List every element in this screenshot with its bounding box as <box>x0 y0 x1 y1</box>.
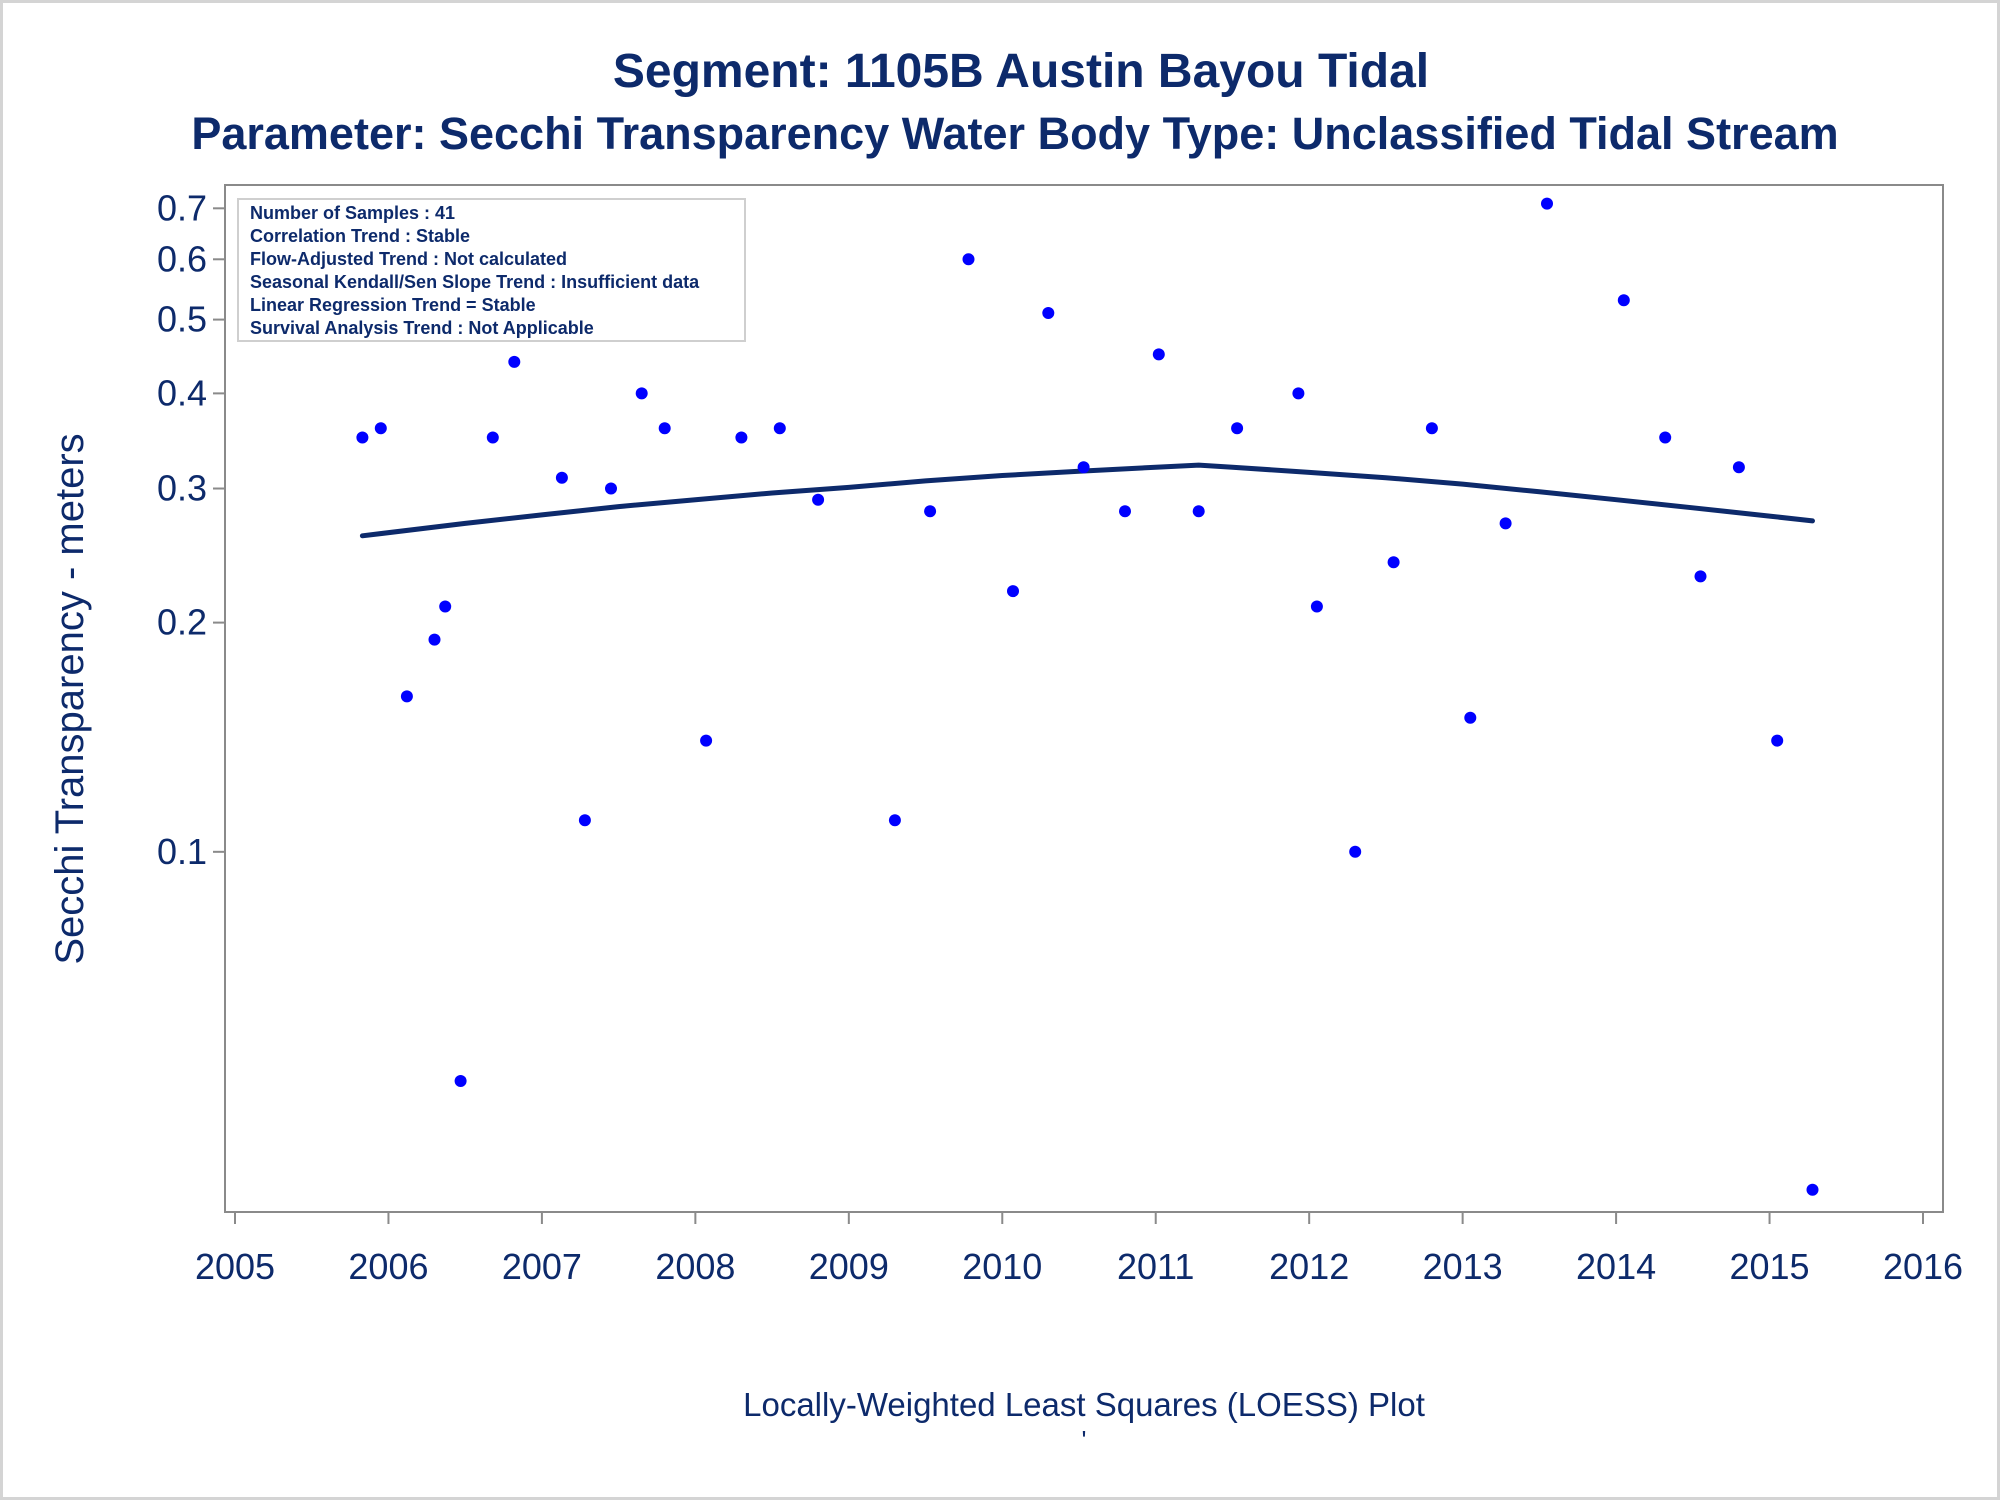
data-point <box>1349 845 1362 858</box>
data-point <box>1464 711 1477 724</box>
loess-curve-layer <box>359 462 1815 539</box>
y-tick-label: 0.7 <box>157 187 207 228</box>
x-tick-label: 2016 <box>1883 1246 1963 1287</box>
x-axis-label: Locally-Weighted Least Squares (LOESS) P… <box>743 1386 1425 1423</box>
loess-curve <box>359 462 1815 539</box>
y-axis: 0.1 0.2 0.3 0.4 0.5 0.6 0.7 <box>157 187 225 872</box>
data-point <box>962 253 975 266</box>
y-tick-label: 0.1 <box>157 831 207 872</box>
data-point <box>578 814 591 827</box>
data-point <box>1732 461 1745 474</box>
plot-area <box>224 184 1944 1213</box>
data-point <box>1119 505 1131 518</box>
info-line-flow-adjusted: Flow-Adjusted Trend : Not calculated <box>250 249 567 269</box>
x-tick-label: 2012 <box>1269 1246 1349 1287</box>
data-point <box>735 431 748 444</box>
x-tick-label: 2015 <box>1729 1246 1809 1287</box>
y-tick-label: 0.6 <box>157 238 207 279</box>
info-box-border <box>237 198 746 342</box>
data-point <box>605 482 617 495</box>
y-tick-label: 0.4 <box>157 372 207 413</box>
x-tick-label: 2010 <box>962 1246 1042 1287</box>
x-tick-label: 2014 <box>1576 1246 1656 1287</box>
x-tick-label: 2013 <box>1423 1246 1503 1287</box>
info-line-linear-regression: Linear Regression Trend = Stable <box>250 295 536 315</box>
data-point <box>1310 600 1323 613</box>
x-tick-label: 2005 <box>195 1246 275 1287</box>
x-tick-label: 2011 <box>1117 1246 1194 1287</box>
data-point <box>400 690 413 703</box>
scatter-points-layer <box>356 197 1819 1196</box>
data-point <box>356 431 369 444</box>
data-point <box>888 814 901 827</box>
data-point <box>1231 422 1244 435</box>
x-tick-label: 2007 <box>502 1246 582 1287</box>
data-point <box>1192 505 1205 518</box>
chart-subtitle: Parameter: Secchi Transparency Water Bod… <box>191 108 1838 159</box>
data-point <box>1152 348 1165 361</box>
info-line-seasonal-kendall: Seasonal Kendall/Sen Slope Trend : Insuf… <box>250 272 700 292</box>
data-point <box>555 471 568 484</box>
data-point <box>658 422 671 435</box>
data-point <box>1771 734 1784 747</box>
data-point <box>439 600 452 613</box>
y-tick-label: 0.3 <box>157 468 207 509</box>
data-point <box>773 422 786 435</box>
data-point <box>374 422 387 435</box>
data-point <box>1659 431 1672 444</box>
data-point <box>1077 461 1090 474</box>
chart-title: Segment: 1105B Austin Bayou Tidal <box>613 45 1429 98</box>
y-tick-label: 0.5 <box>157 299 207 340</box>
data-point <box>924 505 937 518</box>
data-point <box>812 493 825 506</box>
data-point <box>1694 570 1707 583</box>
x-tick-label: 2009 <box>809 1246 889 1287</box>
x-tick-label: 2008 <box>655 1246 735 1287</box>
info-box: Number of Samples : 41 Correlation Trend… <box>237 198 746 342</box>
y-tick-label: 0.2 <box>157 602 207 643</box>
y-axis-label: Secchi Transparency - meters <box>48 433 92 964</box>
data-point <box>1425 422 1438 435</box>
data-point <box>428 633 441 646</box>
data-point <box>508 355 521 368</box>
data-point <box>1806 1183 1819 1196</box>
data-point <box>1042 307 1055 319</box>
info-line-samples: Number of Samples : 41 <box>250 203 455 223</box>
chart-footnote: ' <box>1082 1425 1087 1455</box>
x-tick-label: 2006 <box>348 1246 428 1287</box>
data-point <box>1007 585 1019 598</box>
data-point <box>1499 517 1512 530</box>
data-point <box>1292 387 1305 400</box>
data-point <box>635 387 648 400</box>
info-line-survival: Survival Analysis Trend : Not Applicable <box>250 318 594 338</box>
data-point <box>1387 556 1400 569</box>
chart-svg: Segment: 1105B Austin Bayou Tidal Parame… <box>48 45 1963 1455</box>
data-point <box>486 431 499 444</box>
data-point <box>1541 197 1553 210</box>
info-line-correlation: Correlation Trend : Stable <box>250 226 470 246</box>
data-point <box>700 734 713 747</box>
x-axis: 2005 2006 2007 2008 2009 2010 2011 2012 2013 2014… <box>195 1212 1963 1287</box>
data-point <box>454 1075 467 1087</box>
data-point <box>1617 294 1630 307</box>
